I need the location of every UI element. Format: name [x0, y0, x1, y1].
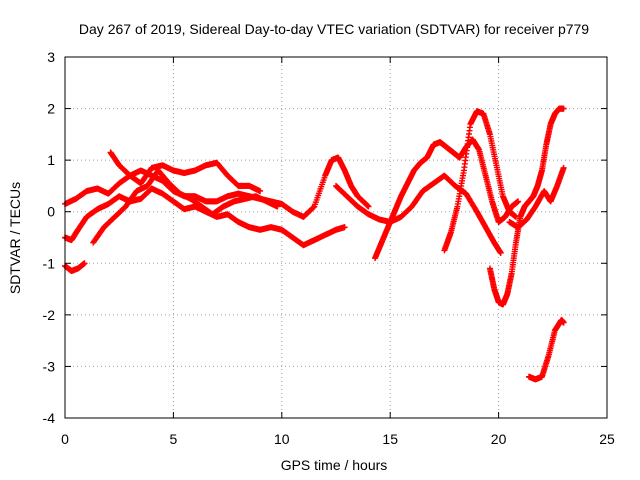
series-arc-11: [525, 317, 567, 383]
x-tick-label: 20: [491, 431, 507, 447]
series-arc-4: [90, 167, 281, 246]
x-tick-label: 15: [382, 431, 398, 447]
y-tick-label: -4: [43, 410, 56, 426]
data-point: [257, 188, 264, 195]
y-tick-label: 0: [47, 204, 55, 220]
data-point: [560, 105, 567, 112]
series-arc-2: [62, 185, 348, 249]
data-point: [341, 224, 348, 231]
data-point: [560, 164, 567, 171]
plot-frame: [64, 56, 608, 419]
x-tick-label: 5: [170, 431, 178, 447]
y-tick-label: -2: [43, 307, 56, 323]
axis-ticks: 0 5 10 15 20 25 -4 -3 -2 -1 0 1 2 3: [43, 49, 615, 447]
series-arc-9: [486, 105, 567, 308]
series-arc-3: [62, 260, 88, 275]
data-point: [364, 202, 371, 209]
data-point: [497, 249, 504, 256]
y-tick-label: -3: [43, 358, 56, 374]
x-tick-label: 25: [599, 431, 615, 447]
data-point: [560, 319, 567, 326]
x-tick-label: 0: [61, 431, 69, 447]
series-arc-10: [506, 164, 567, 231]
y-axis-label: SDTVAR / TECUs: [7, 182, 23, 294]
series-arc-5: [107, 149, 264, 195]
y-tick-label: 1: [47, 152, 55, 168]
series-arc-6: [333, 172, 504, 256]
data-points: [62, 105, 567, 383]
x-axis-label: GPS time / hours: [281, 457, 388, 473]
grid-lines: [65, 57, 607, 418]
data-point: [274, 203, 281, 210]
data-point: [365, 203, 372, 210]
y-tick-label: 2: [47, 101, 55, 117]
x-tick-label: 10: [274, 431, 290, 447]
data-point: [81, 260, 88, 267]
series-arc-8: [441, 108, 519, 254]
y-tick-label: -1: [43, 255, 56, 271]
y-tick-label: 3: [47, 49, 55, 65]
chart-title: Day 267 of 2019, Sidereal Day-to-day VTE…: [79, 21, 589, 37]
data-point: [515, 198, 522, 205]
